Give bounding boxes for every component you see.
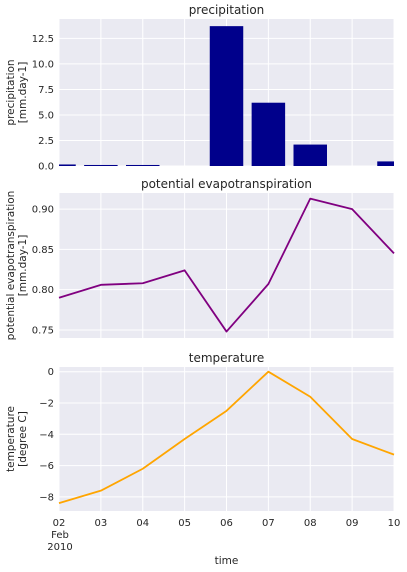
time-xlabel: time	[215, 555, 239, 567]
precipitation-bar	[251, 102, 286, 166]
temperature-line	[58, 370, 395, 505]
precipitation-ytick-label: 5.0	[38, 110, 54, 121]
temperature-ytick-label: −6	[39, 461, 54, 472]
temperature-ylabel: [degree C]	[17, 411, 29, 467]
pet-panel: 0.75 0.80 0.85 0.90 potential evapotranspira…	[5, 177, 395, 341]
time-xtick-label: 03	[95, 518, 108, 529]
precipitation-title: precipitation	[189, 3, 265, 17]
precipitation-ytick-label: 10.0	[32, 59, 54, 70]
time-xtick-label: 04	[136, 518, 149, 529]
precipitation-ytick-label: 7.5	[38, 85, 54, 96]
precipitation-panel: 0.0 2.5 5.0 7.5 10.0 12.5 precipitation precipi…	[5, 3, 395, 173]
time-xtick-label: 06	[220, 518, 233, 529]
precipitation-bar	[377, 161, 394, 166]
time-xtick-label: 09	[346, 518, 359, 529]
time-xtick-label: 05	[178, 518, 191, 529]
time-xtick-sublabel: 2010	[47, 542, 72, 553]
precipitation-ytick-label: 0.0	[38, 162, 54, 173]
time-xtick-label: 08	[304, 518, 317, 529]
temperature-ylabel: temperature	[5, 406, 17, 472]
pet-ytick-label: 0.90	[32, 205, 54, 216]
precipitation-bar	[84, 164, 118, 166]
precipitation-ylabel: [mm.day-1]	[17, 62, 29, 124]
pet-title: potential evapotranspiration	[141, 177, 312, 191]
pet-ytick-label: 0.85	[32, 245, 54, 256]
temperature-ytick-label: −4	[39, 430, 54, 441]
temperature-ytick-label: −2	[39, 399, 54, 410]
temperature-title: temperature	[189, 351, 264, 365]
precipitation-ytick-label: 2.5	[38, 136, 54, 147]
precipitation-bar	[209, 26, 244, 167]
time-xtick-label: 07	[262, 518, 275, 529]
pet-ylabel: potential evapotranspiration	[5, 191, 17, 341]
pet-line	[58, 197, 395, 333]
precipitation-bar	[293, 144, 327, 166]
precipitation-ytick-label: 12.5	[32, 34, 54, 45]
precipitation-bar	[59, 164, 76, 166]
pet-ytick-label: 0.80	[32, 285, 54, 296]
pet-ylabel: [mm.day-1]	[17, 235, 29, 297]
temperature-ytick-label: −8	[39, 492, 54, 503]
time-xtick-label: 10	[388, 518, 401, 529]
precipitation-bar	[126, 164, 160, 166]
precipitation-ylabel: precipitation	[5, 59, 17, 125]
time-xtick-label: 02	[53, 518, 66, 529]
time-xtick-sublabel: Feb	[51, 530, 69, 541]
temperature-ytick-label: 0	[48, 367, 54, 378]
pet-ytick-label: 0.75	[32, 325, 54, 336]
